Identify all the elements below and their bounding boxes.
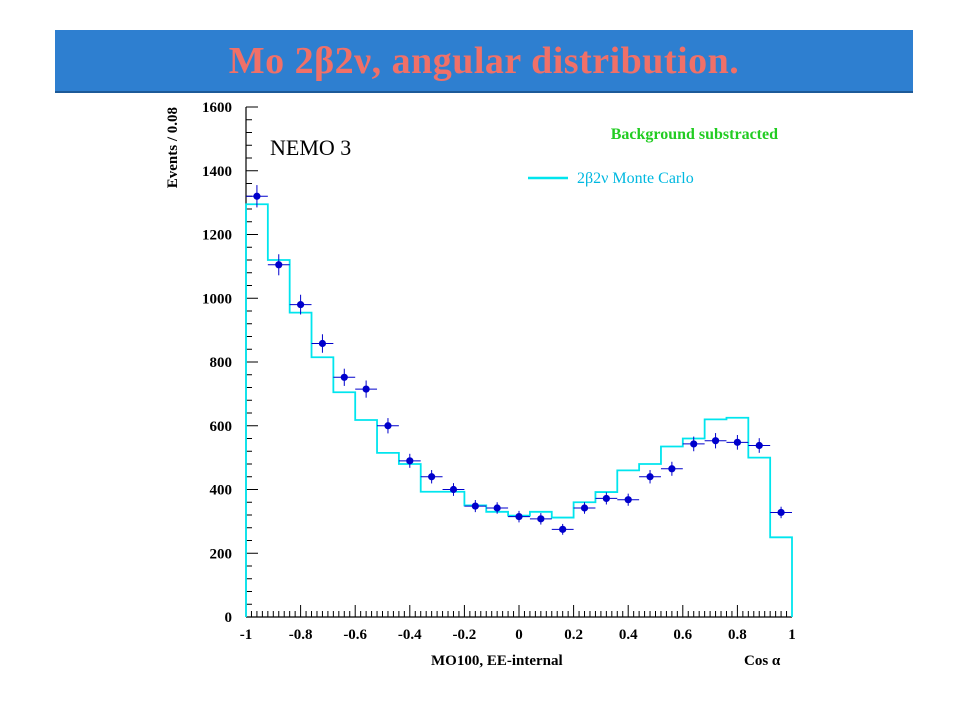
monte-carlo-histogram: [245, 203, 793, 617]
legend-title: Background substracted: [611, 126, 778, 143]
legend-entry-label: 2β2ν Monte Carlo: [577, 170, 694, 187]
x-tick-label: 0: [515, 627, 523, 643]
y-tick-label: 1000: [202, 291, 232, 307]
data-point: [580, 504, 589, 512]
y-tick-label: 800: [210, 355, 233, 371]
data-point: [449, 485, 458, 494]
x-tick-label: -0.8: [289, 627, 313, 643]
data-point: [537, 515, 545, 523]
data-point: [275, 261, 283, 269]
y-axis-label: Events / 0.08: [165, 107, 181, 188]
y-tick-label: 1400: [202, 164, 232, 180]
y-tick-label: 400: [210, 483, 233, 499]
x-tick-label: 0.8: [728, 627, 747, 643]
data-point: [711, 437, 720, 445]
x-tick-label: -1: [240, 627, 253, 643]
data-point: [384, 422, 392, 430]
x-axis-label: MO100, EE-internal: [431, 653, 563, 669]
data-point: [755, 441, 763, 450]
data-point: [602, 494, 610, 503]
y-tick-label: 200: [210, 546, 233, 562]
data-point: [646, 473, 654, 481]
data-point: [733, 438, 742, 446]
data-point: [318, 339, 327, 348]
experiment-label: NEMO 3: [270, 135, 351, 160]
y-tick-label: 1200: [202, 228, 232, 244]
x-tick-label: 0.2: [564, 627, 583, 643]
data-point: [297, 301, 305, 309]
y-tick-label: 0: [225, 610, 233, 626]
y-tick-label: 600: [210, 419, 233, 435]
x-tick-label: 1: [788, 627, 796, 643]
data-point: [362, 385, 370, 393]
data-point: [253, 192, 261, 200]
data-point: [493, 504, 501, 512]
data-point: [668, 465, 676, 473]
data-point: [690, 440, 698, 448]
x-tick-label: -0.2: [453, 627, 477, 643]
data-point: [624, 496, 632, 504]
title-banner: Mo 2β2ν, angular distribution.: [55, 30, 913, 93]
x-tick-label: -0.4: [398, 627, 422, 643]
slide-title: Mo 2β2ν, angular distribution.: [228, 39, 740, 82]
data-point: [471, 502, 479, 510]
x-tick-label: -0.6: [343, 627, 367, 643]
data-point: [777, 508, 785, 517]
x-tick-label: 0.4: [619, 627, 638, 643]
data-point: [428, 473, 436, 481]
x-tick-label: 0.6: [673, 627, 692, 643]
data-point: [559, 525, 567, 533]
data-point: [515, 512, 523, 521]
x-axis-variable-label: Cos α: [744, 653, 781, 669]
y-tick-label: 1600: [202, 100, 232, 116]
data-point: [406, 457, 414, 465]
data-point: [340, 373, 348, 381]
